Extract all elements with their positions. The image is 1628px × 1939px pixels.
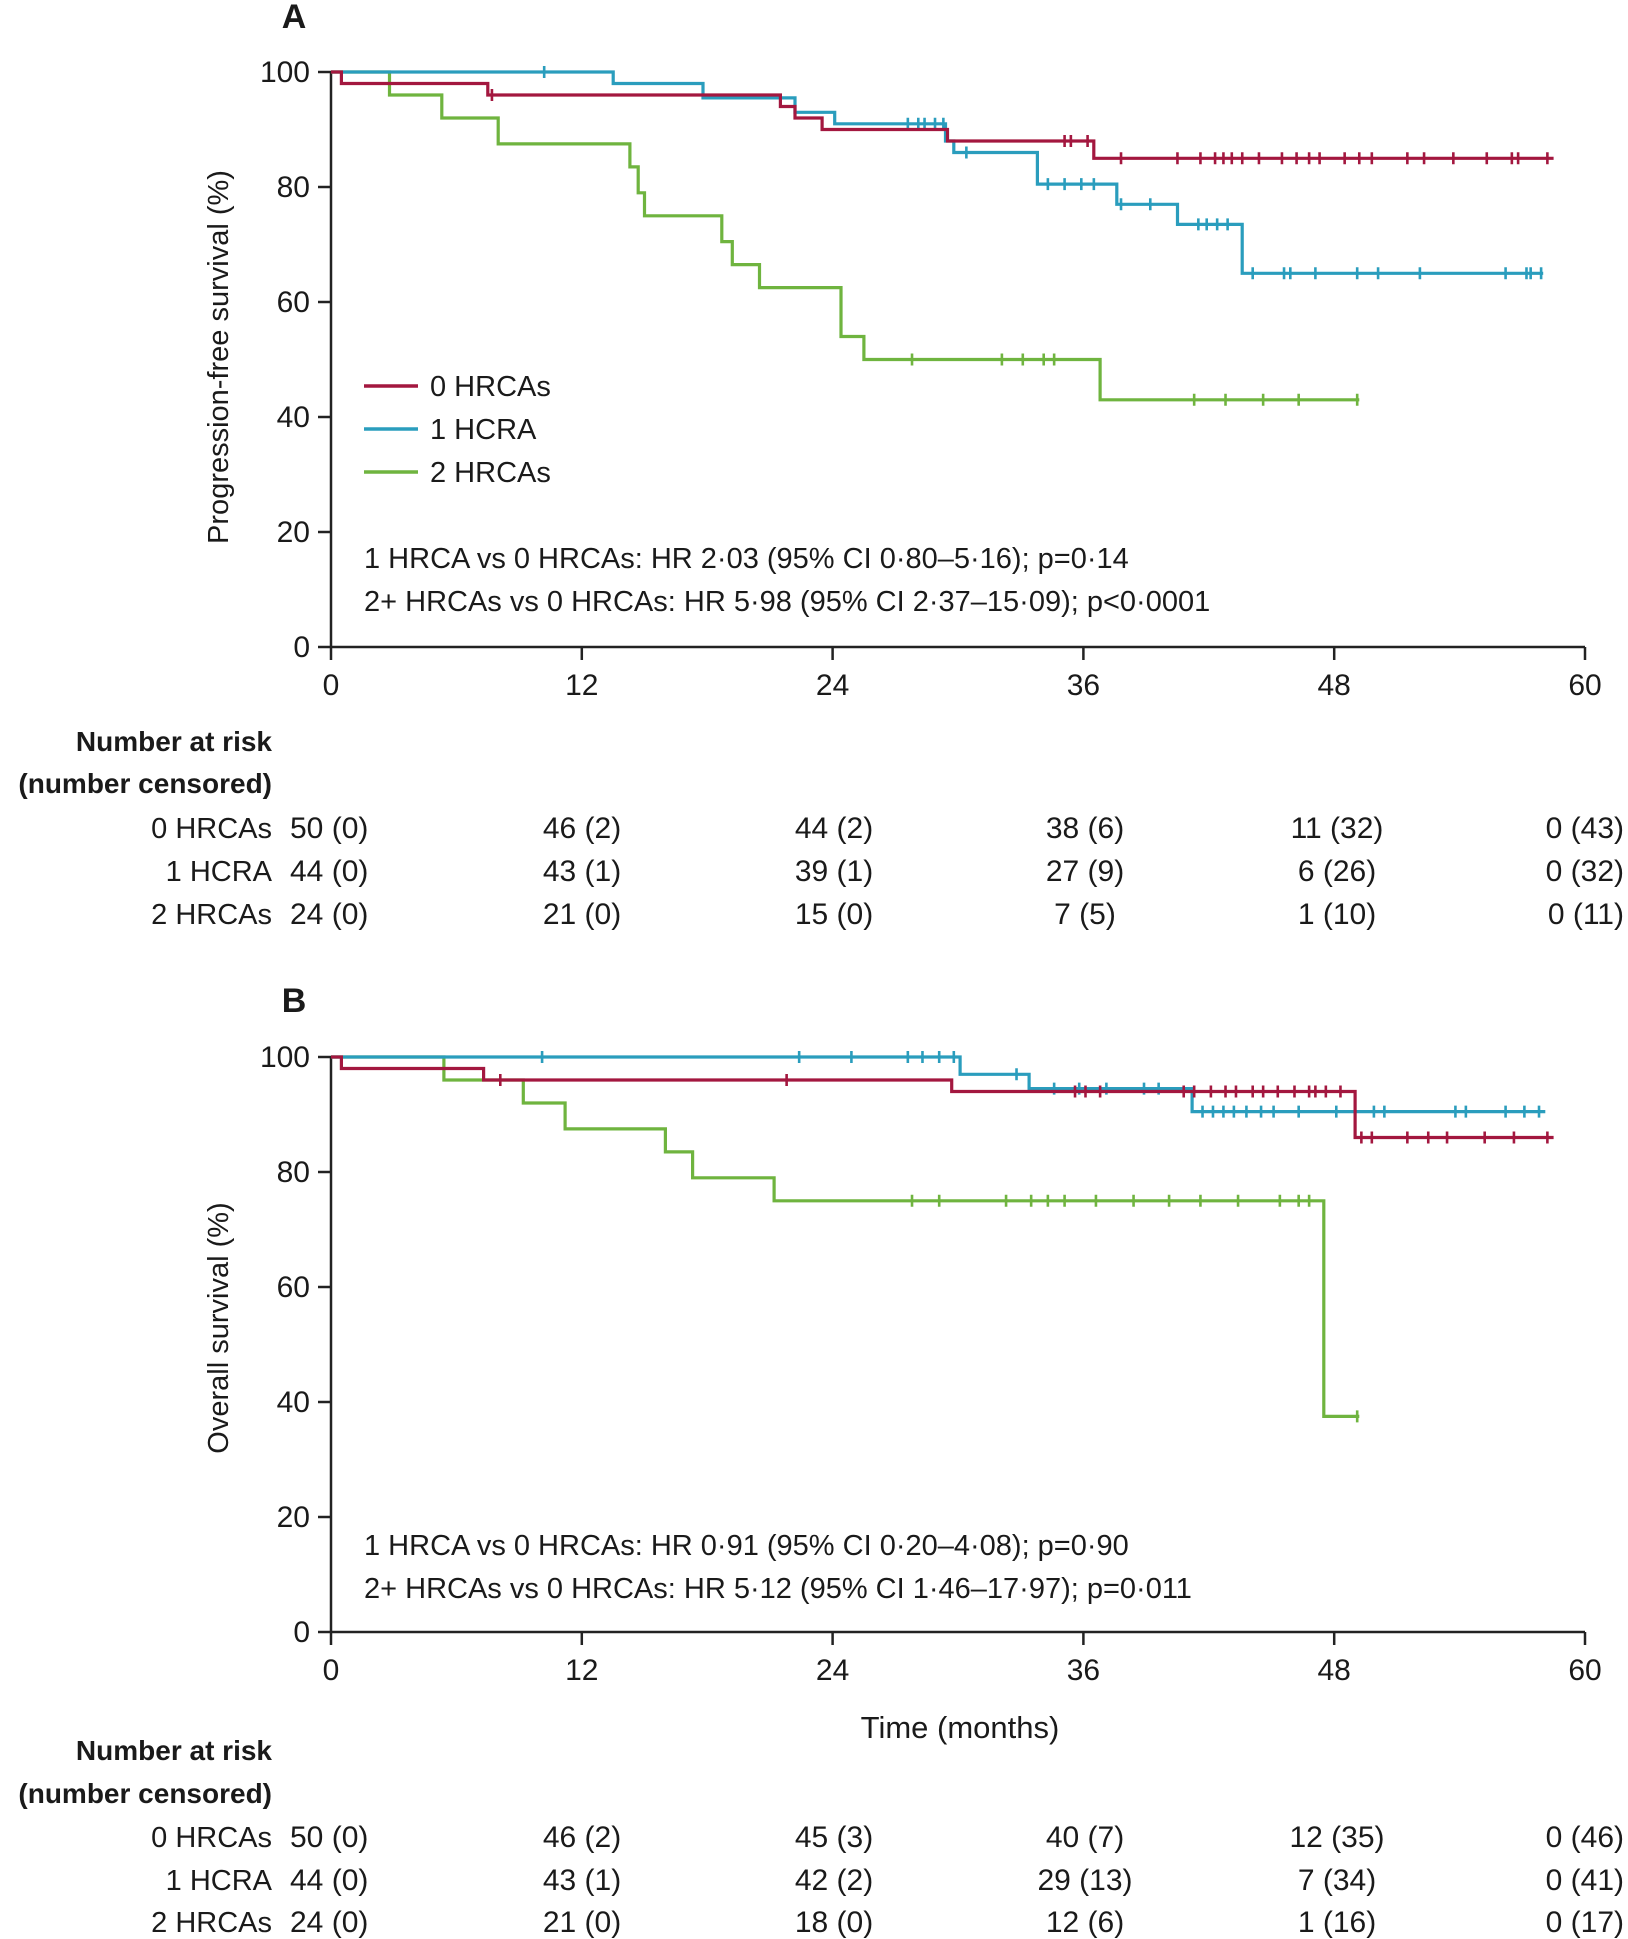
x-tick-label: 12 [565, 669, 598, 702]
risk-cell: 7 (5) [1054, 898, 1116, 931]
risk-table-row-0-hrcas: 0 HRCAs 50 (0) 46 (2) 44 (2) 38 (6) 11 (… [151, 812, 1624, 845]
x-tick-label: 48 [1318, 669, 1351, 702]
survival-curve-1-hcra [331, 70, 1544, 275]
y-tick-label: 60 [277, 1271, 310, 1304]
x-tick-label: 12 [565, 1654, 598, 1687]
risk-cell: 44 (2) [795, 812, 873, 845]
risk-group-label: 1 HCRA [166, 1865, 273, 1897]
risk-table-header: Number at risk [76, 726, 272, 757]
y-tick-label: 100 [260, 1041, 310, 1074]
hazard-ratio-stat: 2+ HRCAs vs 0 HRCAs: HR 5·12 (95% CI 1·4… [364, 1573, 1192, 1605]
y-tick-label: 20 [277, 516, 310, 549]
risk-table-row-0-hrcas: 0 HRCAs 50 (0) 46 (2) 45 (3) 40 (7) 12 (… [151, 1821, 1624, 1854]
risk-cell: 50 (0) [290, 812, 368, 845]
risk-cell: 40 (7) [1046, 1821, 1124, 1854]
risk-cell: 1 (10) [1298, 898, 1376, 931]
risk-cell: 44 (0) [290, 855, 368, 888]
risk-cell: 27 (9) [1046, 855, 1124, 888]
risk-cell: 0 (32) [1546, 855, 1624, 888]
risk-cell: 43 (1) [543, 855, 621, 888]
y-tick-label: 80 [277, 1156, 310, 1189]
legend: 0 HRCAs 1 HCRA 2 HRCAs [364, 371, 551, 489]
panel-a: A Progression-free survival (%) 0 HRCAs … [18, 0, 1624, 931]
hazard-ratio-stat: 1 HRCA vs 0 HRCAs: HR 2·03 (95% CI 0·80–… [364, 543, 1129, 575]
panel-letter-a: A [282, 0, 307, 36]
legend-label-1-hcra: 1 HCRA [430, 414, 537, 446]
y-tick-label: 0 [293, 631, 310, 664]
y-tick-label: 20 [277, 1501, 310, 1534]
x-tick-label: 48 [1318, 1654, 1351, 1687]
risk-cell: 0 (17) [1546, 1906, 1624, 1939]
x-tick-label: 60 [1568, 669, 1601, 702]
risk-cell: 1 (16) [1298, 1906, 1376, 1939]
x-tick-label: 36 [1067, 1654, 1100, 1687]
y-tick-label: 80 [277, 171, 310, 204]
risk-cell: 12 (35) [1289, 1821, 1384, 1854]
panel-letter-b: B [282, 982, 307, 1020]
y-tick-label: 40 [277, 401, 310, 434]
risk-cell: 29 (13) [1037, 1864, 1132, 1897]
risk-cell: 24 (0) [290, 1906, 368, 1939]
risk-cell: 6 (26) [1298, 855, 1376, 888]
risk-group-label: 0 HRCAs [151, 813, 272, 845]
y-tick-label: 0 [293, 1616, 310, 1649]
risk-cell: 38 (6) [1046, 812, 1124, 845]
risk-table-row-1-hcra: 1 HCRA 44 (0) 43 (1) 42 (2) 29 (13) 7 (3… [166, 1864, 1624, 1897]
hazard-ratio-stat: 1 HRCA vs 0 HRCAs: HR 0·91 (95% CI 0·20–… [364, 1530, 1129, 1562]
risk-cell: 44 (0) [290, 1864, 368, 1897]
risk-cell: 15 (0) [795, 898, 873, 931]
risk-group-label: 2 HRCAs [151, 899, 272, 931]
survival-curve-0-hrcas [331, 70, 1554, 160]
risk-cell: 0 (11) [1548, 898, 1624, 931]
risk-cell: 50 (0) [290, 1821, 368, 1854]
risk-table-row-2-hrcas: 2 HRCAs 24 (0) 21 (0) 15 (0) 7 (5) 1 (10… [151, 898, 1624, 931]
risk-cell: 46 (2) [543, 812, 621, 845]
hazard-ratio-stat: 2+ HRCAs vs 0 HRCAs: HR 5·98 (95% CI 2·3… [364, 586, 1210, 618]
y-tick-label: 40 [277, 1386, 310, 1419]
x-axis-label: Time (months) [861, 1710, 1060, 1745]
risk-cell: 45 (3) [795, 1821, 873, 1854]
risk-group-label: 1 HCRA [166, 856, 273, 888]
x-tick-label: 24 [816, 1654, 849, 1687]
risk-table-row-2-hrcas: 2 HRCAs 24 (0) 21 (0) 18 (0) 12 (6) 1 (1… [151, 1906, 1624, 1939]
y-axis-label-pfs: Progression-free survival (%) [203, 170, 235, 544]
risk-cell: 42 (2) [795, 1864, 873, 1897]
survival-curve-2-hrcas [331, 70, 1360, 402]
y-axis-label-os: Overall survival (%) [203, 1202, 235, 1453]
x-tick-label: 60 [1568, 1654, 1601, 1687]
risk-cell: 21 (0) [543, 898, 621, 931]
risk-cell: 11 (32) [1291, 812, 1384, 845]
risk-table-header: (number censored) [18, 1778, 272, 1809]
risk-cell: 0 (41) [1546, 1864, 1624, 1897]
risk-cell: 12 (6) [1046, 1906, 1124, 1939]
risk-table-header: Number at risk [76, 1735, 272, 1766]
risk-cell: 0 (43) [1546, 812, 1624, 845]
panel-b: B Overall survival (%) 1 HRCA vs 0 HRCAs… [18, 982, 1624, 1939]
legend-label-2-hrcas: 2 HRCAs [430, 457, 551, 489]
x-tick-label: 0 [323, 1654, 340, 1687]
risk-group-label: 0 HRCAs [151, 1822, 272, 1854]
risk-table-header: (number censored) [18, 768, 272, 799]
risk-table: Number at risk (number censored) 0 HRCAs… [18, 1735, 1624, 1939]
y-tick-label: 60 [277, 286, 310, 319]
risk-cell: 43 (1) [543, 1864, 621, 1897]
risk-cell: 39 (1) [795, 855, 873, 888]
risk-cell: 0 (46) [1546, 1821, 1624, 1854]
risk-table-row-1-hcra: 1 HCRA 44 (0) 43 (1) 39 (1) 27 (9) 6 (26… [166, 855, 1624, 888]
risk-table: Number at risk (number censored) 0 HRCAs… [18, 726, 1624, 931]
risk-cell: 24 (0) [290, 898, 368, 931]
survival-curve-0-hrcas [331, 1055, 1554, 1140]
risk-cell: 21 (0) [543, 1906, 621, 1939]
legend-label-0-hrcas: 0 HRCAs [430, 371, 551, 403]
risk-cell: 18 (0) [795, 1906, 873, 1939]
x-tick-label: 0 [323, 669, 340, 702]
risk-group-label: 2 HRCAs [151, 1907, 272, 1939]
risk-cell: 46 (2) [543, 1821, 621, 1854]
x-tick-label: 24 [816, 669, 849, 702]
risk-cell: 7 (34) [1298, 1864, 1376, 1897]
survival-curve-1-hcra [331, 1055, 1546, 1114]
y-tick-label: 100 [260, 56, 310, 89]
x-tick-label: 36 [1067, 669, 1100, 702]
